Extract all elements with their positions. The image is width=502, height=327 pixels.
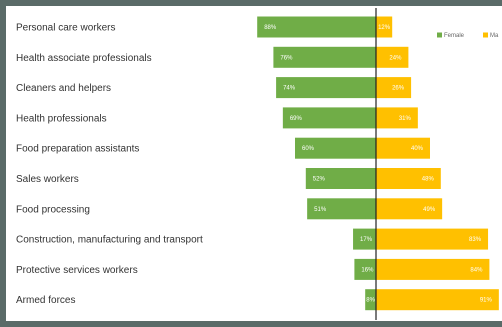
bar-male (376, 198, 443, 220)
legend-label-male: Ma (490, 33, 499, 39)
value-label-female: 76% (280, 55, 293, 61)
value-label-male: 40% (411, 146, 424, 152)
legend-label-female: Female (444, 33, 465, 39)
value-label-female: 74% (283, 86, 296, 92)
value-labels-group: 88% 12% 76% 24% 74% 26% 69% 31% 60% 40% 52% 48% 51% 4… (264, 25, 492, 304)
legend: Female Ma (437, 32, 499, 39)
value-label-male: 84% (470, 267, 483, 273)
value-label-female: 60% (302, 146, 315, 152)
bar-male (376, 46, 409, 68)
legend-swatch-male (483, 32, 488, 38)
bar-female (307, 198, 376, 220)
category-label: Food preparation assistants (16, 144, 139, 155)
category-label: Cleaners and helpers (16, 83, 111, 94)
bar-female (305, 168, 376, 189)
value-label-female: 51% (314, 207, 327, 213)
value-label-female: 52% (313, 177, 326, 183)
bar-female (257, 16, 376, 38)
value-label-male: 26% (392, 86, 405, 92)
bar-female (353, 228, 376, 250)
bar-male (376, 137, 430, 159)
category-label: Personal care workers (16, 23, 115, 34)
bar-female (354, 258, 376, 280)
bars-group (257, 16, 499, 311)
bar-female (365, 289, 376, 311)
value-label-male: 83% (469, 237, 482, 243)
bar-male (376, 228, 489, 250)
category-labels-group: Personal care workers Health associate pr… (16, 23, 203, 307)
bar-male (376, 107, 418, 129)
bar-male (376, 289, 499, 311)
category-label: Protective services workers (16, 265, 138, 276)
bar-female (273, 46, 376, 68)
category-label: Food processing (16, 204, 90, 215)
bar-male (376, 16, 393, 38)
value-label-male: 24% (389, 55, 402, 61)
value-label-female: 8% (366, 298, 375, 304)
category-label: Health associate professionals (16, 53, 152, 64)
value-label-female: 17% (360, 237, 373, 243)
bar-female (295, 137, 376, 159)
legend-swatch-female (437, 32, 442, 38)
value-label-female: 69% (290, 116, 303, 122)
category-label: Sales workers (16, 174, 79, 185)
bar-male (376, 168, 441, 189)
value-label-male: 48% (422, 177, 435, 183)
value-label-male: 49% (423, 207, 436, 213)
bar-male (376, 258, 490, 280)
value-label-male: 91% (480, 298, 493, 304)
value-label-female: 88% (264, 25, 277, 31)
bar-female (276, 77, 376, 99)
bar-female (282, 107, 376, 129)
category-label: Armed forces (16, 295, 75, 306)
bar-male (376, 77, 412, 99)
value-label-male: 31% (399, 116, 412, 122)
value-label-male: 12% (378, 25, 391, 31)
value-label-female: 16% (361, 267, 374, 273)
category-label: Construction, manufacturing and transpor… (16, 235, 203, 246)
category-label: Health professionals (16, 113, 107, 124)
